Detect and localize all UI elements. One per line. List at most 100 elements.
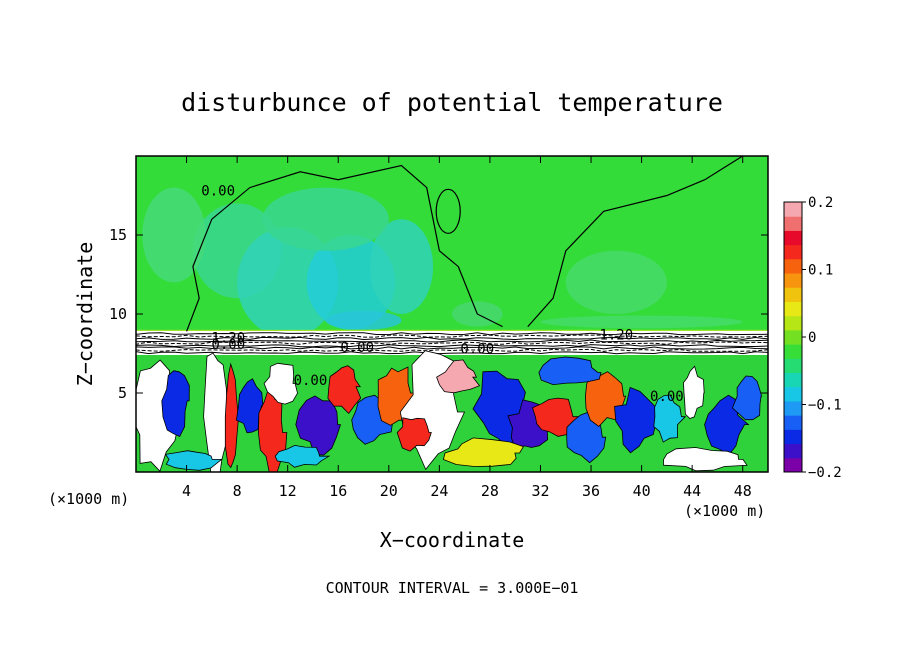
x-tick-label: 40 [633, 482, 651, 500]
upper-anomaly [369, 219, 434, 314]
colorbar-swatch [784, 230, 802, 246]
contour-label: 0.00 [201, 184, 235, 200]
contour-zero-upper-right [527, 156, 744, 327]
y-axis-label: Z−coordinate [73, 242, 97, 387]
eddy [224, 362, 240, 469]
x-tick-label: 36 [582, 482, 600, 500]
colorbar-swatch [784, 429, 802, 445]
colorbar-swatch [784, 315, 802, 331]
upper-anomaly [540, 315, 743, 329]
x-tick-label: 20 [380, 482, 398, 500]
eddy [653, 394, 687, 443]
colorbar-swatch [784, 216, 802, 231]
colorbar-swatch [784, 273, 802, 288]
y-tick-label: 5 [118, 384, 127, 402]
colorbar-swatch [784, 258, 802, 274]
eddy [683, 365, 705, 419]
x-tick-label: 32 [531, 482, 549, 500]
contour-label: 0.00 [340, 340, 374, 356]
x-tick-label: 28 [481, 482, 499, 500]
eddy [161, 370, 190, 438]
eddy [263, 362, 298, 405]
band-contour [136, 339, 768, 343]
upper-layer-anomalies [136, 187, 768, 338]
y-tick-label: 10 [109, 305, 127, 323]
band-contour [136, 341, 768, 345]
band-contour [136, 351, 768, 355]
band-contour [136, 344, 768, 348]
eddy [614, 386, 659, 454]
colorbar-tick-label: −0.1 [808, 398, 842, 414]
upper-anomaly [142, 187, 206, 283]
contour-loop [435, 188, 461, 234]
x-unit-label-left: (×1000 m) [48, 490, 129, 508]
eddy [274, 444, 331, 468]
eddy [436, 359, 481, 394]
x-axis-label: X−coordinate [380, 528, 525, 552]
y-axis: 5 10 15 [109, 226, 768, 402]
colorbar-swatch [784, 386, 802, 402]
colorbar-swatch [784, 244, 802, 260]
colorbar-tick-label: −0.2 [808, 465, 842, 481]
colorbar: 0.2 0.1 0 −0.1 −0.2 [784, 195, 842, 481]
eddy [203, 352, 229, 472]
eddy [663, 447, 748, 472]
eddy [731, 375, 763, 421]
eddy [164, 450, 223, 471]
upper-anomaly [262, 187, 389, 251]
colorbar-swatch [784, 301, 802, 317]
x-tick-label: 8 [233, 482, 242, 500]
colorbar-swatch [784, 457, 802, 473]
contour-label: 0.00 [460, 342, 494, 358]
eddy [327, 365, 362, 415]
colorbar-tick-label: 0.2 [808, 195, 833, 211]
colorbar-tick-label: 0.1 [808, 263, 833, 279]
contour-label: 1.20 [211, 330, 245, 346]
colorbar-frame [783, 201, 803, 473]
x-tick-label: 16 [329, 482, 347, 500]
band-contour [136, 336, 768, 341]
contour-labels: 0.001.200.00 0.000.000.001.200.00 [201, 184, 683, 405]
x-tick-label: 12 [279, 482, 297, 500]
contour-label: 0.00 [650, 389, 684, 405]
lower-layer-eddies [136, 350, 763, 472]
band-contour [136, 346, 768, 350]
eddy [235, 378, 264, 434]
colorbar-swatch [784, 372, 802, 388]
upper-anomaly [325, 310, 402, 330]
contour-label: 1.20 [599, 327, 633, 343]
x-tick-label: 24 [430, 482, 448, 500]
colorbar-swatch [784, 344, 802, 359]
band-contour [136, 332, 768, 336]
x-tick-label: 44 [683, 482, 701, 500]
upper-anomaly [237, 227, 339, 338]
x-tick-label: 48 [734, 482, 752, 500]
colorbar-swatch [784, 443, 802, 459]
contour-lines [186, 156, 744, 332]
eddy [396, 417, 432, 452]
eddy [538, 356, 602, 386]
x-axis: 4 8 12 16 20 24 28 32 36 40 44 48 [182, 156, 752, 500]
contour-label: 0.00 [211, 337, 245, 353]
colorbar-tick-label: 0 [808, 330, 816, 346]
contour-zero-upper [186, 164, 503, 332]
colorbar-swatch [784, 358, 802, 374]
x-tick-label: 4 [182, 482, 191, 500]
plot-area [136, 156, 768, 472]
colorbar-swatch [784, 415, 802, 430]
contour-label: 0.00 [294, 373, 328, 389]
colorbar-swatch [784, 400, 802, 416]
eddy [442, 437, 524, 467]
colorbar-swatch [784, 329, 802, 345]
upper-anomaly [565, 250, 667, 314]
stable-layer-contours [136, 332, 768, 355]
chart-title: disturbunce of potential temperature [181, 88, 723, 117]
y-tick-label: 15 [109, 226, 127, 244]
colorbar-swatch [784, 202, 802, 217]
colorbar-swatch [784, 287, 802, 302]
contour-interval-note: CONTOUR INTERVAL = 3.000E−01 [326, 579, 579, 597]
eddy [257, 385, 288, 472]
x-unit-label-right: (×1000 m) [684, 502, 765, 520]
